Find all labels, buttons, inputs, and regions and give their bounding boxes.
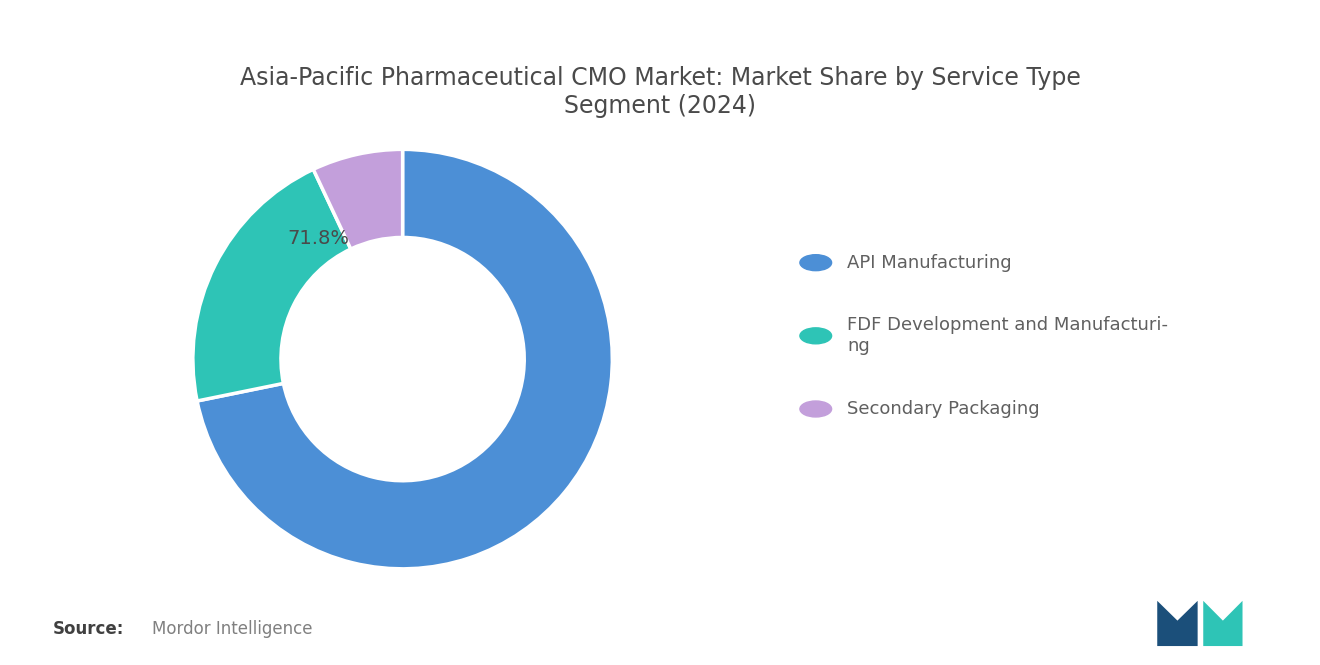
Text: Source:: Source: xyxy=(53,620,124,638)
Wedge shape xyxy=(193,170,351,401)
Text: Mordor Intelligence: Mordor Intelligence xyxy=(152,620,313,638)
Text: API Manufacturing: API Manufacturing xyxy=(847,253,1012,272)
Polygon shape xyxy=(1158,601,1197,646)
Text: 71.8%: 71.8% xyxy=(288,229,350,248)
Text: Asia-Pacific Pharmaceutical CMO Market: Market Share by Service Type
Segment (20: Asia-Pacific Pharmaceutical CMO Market: … xyxy=(239,66,1081,118)
Polygon shape xyxy=(1204,601,1242,646)
Wedge shape xyxy=(313,150,403,249)
Text: Secondary Packaging: Secondary Packaging xyxy=(847,400,1040,418)
Wedge shape xyxy=(197,150,612,569)
Text: FDF Development and Manufacturi-
ng: FDF Development and Manufacturi- ng xyxy=(847,317,1168,355)
